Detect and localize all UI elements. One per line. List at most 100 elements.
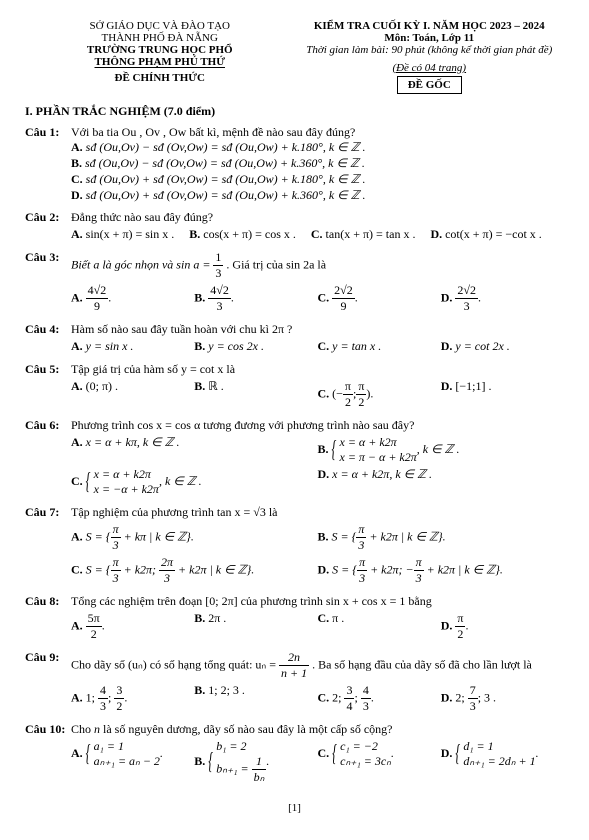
q4-label: Câu 4: [25,322,71,356]
q9-a: A. 1; 43; 32. [71,683,184,714]
q2-a: sin(x + π) = sin x . [86,227,175,241]
q1-b-lbl: B. [71,156,82,170]
question-7: Câu 7: Tập nghiệm của phương trình tan x… [25,505,564,588]
q7-text: Tập nghiệm của phương trình tan x = √3 l… [71,505,564,520]
subject-line: Môn: Toán, Lớp 11 [295,32,565,44]
q8-text: Tổng các nghiệm trên đoạn [0; 2π] của ph… [71,594,564,609]
q4-a: y = sin x . [86,339,134,353]
exam-title: KIỂM TRA CUỐI KỲ I. NĂM HỌC 2023 – 2024 [295,20,565,32]
q10-label: Câu 10: [25,722,71,787]
q5-d: [−1;1] . [455,379,491,393]
q2-label: Câu 2: [25,210,71,244]
org-line2: THÀNH PHỐ ĐÀ NẴNG [25,32,295,44]
question-5: Câu 5: Tập giá trị của hàm số y = cot x … [25,362,564,412]
q3-text: Biết a là góc nhọn và sin a = 13 . Giá t… [71,250,564,281]
q1-d-lbl: D. [71,188,83,202]
q8-c-lbl: C. [317,611,329,625]
q6-text: Phương trình cos x = cos α tương đương v… [71,418,564,433]
question-6: Câu 6: Phương trình cos x = cos α tương … [25,418,564,499]
q8-c: π . [332,611,344,625]
q2-c-lbl: C. [311,227,323,241]
q4-b-lbl: B. [194,339,205,353]
header-right: KIỂM TRA CUỐI KỲ I. NĂM HỌC 2023 – 2024 … [295,20,565,94]
q8-d: D. π2. [441,611,554,642]
q4-a-lbl: A. [71,339,83,353]
q2-b-lbl: B. [189,227,200,241]
question-3: Câu 3: Biết a là góc nhọn và sin a = 13 … [25,250,564,316]
q1-b: sđ (Ou,Ov) − sđ (Ov,Ow) = sđ (Ou,Ow) + k… [85,156,365,170]
q9-b: 1; 2; 3 . [208,683,245,697]
q9-b-lbl: B. [194,683,205,697]
question-1: Câu 1: Với ba tia Ou , Ov , Ow bất kì, m… [25,125,564,204]
q6-label: Câu 6: [25,418,71,499]
question-8: Câu 8: Tổng các nghiệm trên đoạn [0; 2π]… [25,594,564,644]
q4-b: y = cos 2x . [208,339,264,353]
q3-d: 2√23 [455,283,478,314]
section-title: I. PHẦN TRẮC NGHIỆM (7.0 điểm) [25,104,564,119]
q6-d: x = α + k2π, k ∈ ℤ . [332,467,432,481]
q2-d: cot(x + π) = −cot x . [445,227,542,241]
q10-text: Cho n là số nguyên dương, dãy số nào sau… [71,722,564,737]
q1-d: sđ (Ou,Ov) + sđ (Ov,Ow) = sđ (Ou,Ow) + k… [86,188,366,202]
question-10: Câu 10: Cho n là số nguyên dương, dãy số… [25,722,564,787]
q7-label: Câu 7: [25,505,71,588]
q5-c: C. (−π2;π2). [317,379,430,410]
q4-d-lbl: D. [441,339,453,353]
q4-text: Hàm số nào sau đây tuần hoàn với chu kì … [71,322,564,337]
question-2: Câu 2: Đẳng thức nào sau đây đúng? A. si… [25,210,564,244]
q8-a: A. 5π2. [71,611,184,642]
q10-c: C. c₁ = −2cₙ₊₁ = 3cₙ. [317,739,430,785]
q5-b: ℝ . [208,379,224,393]
q8-b-lbl: B. [194,611,205,625]
q10-d: D. d₁ = 1dₙ₊₁ = 2dₙ + 1. [441,739,554,785]
q5-text: Tập giá trị của hàm số y = cot x là [71,362,564,377]
pages-line: (Đề có 04 trang) [295,62,565,74]
duration-line: Thời gian làm bài: 90 phút (không kể thờ… [295,44,565,56]
q10-a: A. a₁ = 1aₙ₊₁ = aₙ − 2. [71,739,184,785]
q10-b: B. b₁ = 2bₙ₊₁ = 1bₙ. [194,739,307,785]
q3-d-lbl: D. [441,290,453,304]
q7-d: D. S = {π3 + k2π; −π3 + k2π | k ∈ ℤ}. [317,555,554,586]
q7-b: B. S = {π3 + k2π | k ∈ ℤ}. [317,522,554,553]
question-9: Câu 9: Cho dãy số (uₙ) có số hạng tổng q… [25,650,564,716]
q9-c: C. 2; 34; 43. [317,683,430,714]
page-number: [1] [25,802,564,814]
q9-d: D. 2; 73; 3 . [441,683,554,714]
q1-c-lbl: C. [71,172,83,186]
q8-b: 2π . [208,611,226,625]
org-line1: SỞ GIÁO DỤC VÀ ĐÀO TẠO [25,20,295,32]
q1-a: sđ (Ou,Ov) − sđ (Ov,Ow) = sđ (Ou,Ow) + k… [86,140,366,154]
q5-b-lbl: B. [194,379,205,393]
header-left: SỞ GIÁO DỤC VÀ ĐÀO TẠO THÀNH PHỐ ĐÀ NẴNG… [25,20,295,94]
q6-c: C. x = α + k2πx = −α + k2π, k ∈ ℤ . [71,467,308,497]
q2-b: cos(x + π) = cos x . [203,227,296,241]
q6-d-lbl: D. [317,467,329,481]
q6-b: B. x = α + k2πx = π − α + k2π, k ∈ ℤ . [317,435,554,465]
q3-a: 4√29 [86,283,109,314]
q1-c: sđ (Ou,Ov) + sđ (Ov,Ow) = sđ (Ou,Ow) + k… [86,172,366,186]
q2-d-lbl: D. [430,227,442,241]
q3-a-lbl: A. [71,290,83,304]
q2-text: Đẳng thức nào sau đây đúng? [71,210,564,225]
q1-a-lbl: A. [71,140,83,154]
q2-c: tan(x + π) = tan x . [326,227,416,241]
official-label: ĐỀ CHÍNH THỨC [25,72,295,84]
q6-a-lbl: A. [71,435,83,449]
q5-a-lbl: A. [71,379,83,393]
q6-a: x = α + kπ, k ∈ ℤ . [86,435,180,449]
q3-label: Câu 3: [25,250,71,316]
q9-text: Cho dãy số (uₙ) có số hạng tổng quát: uₙ… [71,650,564,681]
exam-code-box: ĐỀ GỐC [397,76,462,94]
q8-label: Câu 8: [25,594,71,644]
q7-c: C. S = {π3 + k2π; 2π3 + k2π | k ∈ ℤ}. [71,555,308,586]
q3-b-lbl: B. [194,290,205,304]
q3-c: 2√29 [332,283,355,314]
question-4: Câu 4: Hàm số nào sau đây tuần hoàn với … [25,322,564,356]
q9-label: Câu 9: [25,650,71,716]
q3-b: 4√23 [208,283,231,314]
q5-d-lbl: D. [441,379,453,393]
q1-label: Câu 1: [25,125,71,204]
q4-c-lbl: C. [317,339,329,353]
q4-c: y = tan x . [332,339,381,353]
school-line2: THÔNG PHẠM PHÚ THỨ [25,56,295,68]
